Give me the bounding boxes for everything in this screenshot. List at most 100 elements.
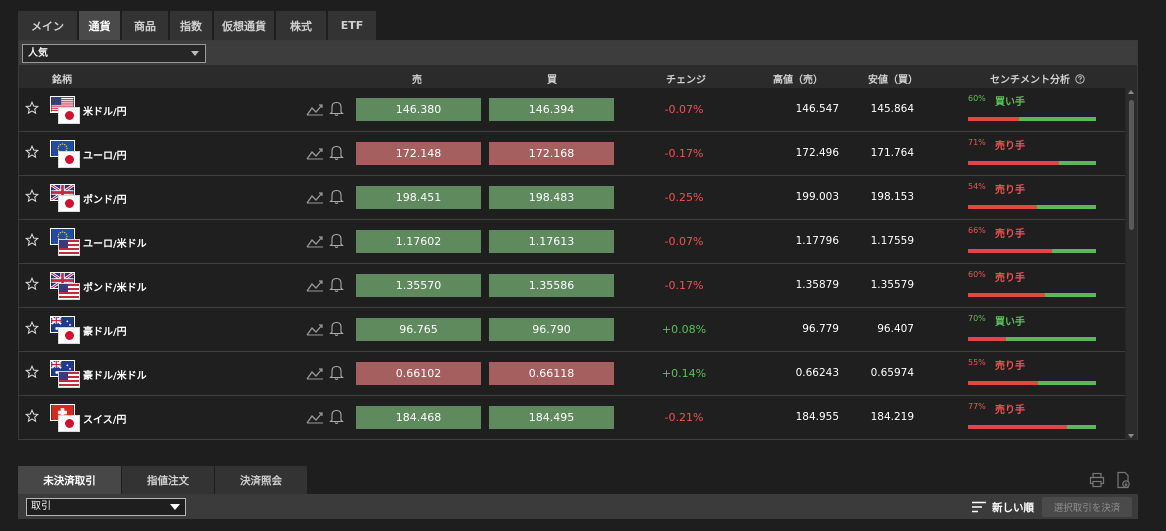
- bell-icon[interactable]: [329, 408, 344, 425]
- scrollbar[interactable]: [1126, 88, 1137, 440]
- chart-icon[interactable]: [306, 278, 324, 292]
- symbol-label[interactable]: 米ドル/円: [83, 107, 127, 118]
- scroll-thumb[interactable]: [1129, 100, 1134, 230]
- symbol-label[interactable]: ポンド/米ドル: [83, 283, 147, 294]
- sentiment-percent: 71%: [968, 138, 986, 147]
- star-icon[interactable]: [24, 408, 40, 423]
- flag-jp-dot: [65, 111, 74, 120]
- sentiment-percent: 66%: [968, 226, 986, 235]
- symbol-label[interactable]: 豪ドル/米ドル: [83, 371, 147, 382]
- question-circle-icon[interactable]: [1075, 74, 1086, 84]
- sort-order-label[interactable]: 新しい順: [992, 502, 1034, 514]
- export-icon[interactable]: [1115, 471, 1131, 489]
- symbol-label[interactable]: ポンド/円: [83, 195, 127, 206]
- buy-price-button[interactable]: 172.168: [489, 142, 614, 165]
- trade-type-select[interactable]: 取引: [26, 498, 186, 516]
- chart-icon[interactable]: [306, 102, 324, 116]
- table-row[interactable]: ポンド/米ドル 1.35570 1.35586 -0.17% 1.35879 1.3557…: [19, 264, 1125, 308]
- high-value: 184.955: [795, 411, 839, 423]
- symbol-label[interactable]: 豪ドル/円: [83, 327, 127, 338]
- change-value: -0.21%: [664, 411, 704, 424]
- table-row[interactable]: ポンド/円 198.451 198.483 -0.25% 199.003 198.153 5…: [19, 176, 1125, 220]
- bell-icon[interactable]: [329, 144, 344, 161]
- buy-price-button[interactable]: 198.483: [489, 186, 614, 209]
- sell-price-button[interactable]: 146.380: [356, 98, 481, 121]
- sell-price-button[interactable]: 172.148: [356, 142, 481, 165]
- change-value: +0.08%: [661, 323, 707, 336]
- table-row[interactable]: ユーロ/米ドル 1.17602 1.17613 -0.07% 1.17796 1.1755…: [19, 220, 1125, 264]
- sell-price-button[interactable]: 184.468: [356, 406, 481, 429]
- position-tab-2[interactable]: 決済照会: [215, 466, 307, 494]
- sentiment-bar-buy: [1037, 205, 1096, 209]
- category-select[interactable]: 人気: [22, 44, 206, 63]
- sell-price-button[interactable]: 96.765: [356, 318, 481, 341]
- sentiment-label: 売り手: [995, 361, 1025, 372]
- scroll-up-icon[interactable]: [1128, 90, 1134, 94]
- sell-price-button[interactable]: 0.66102: [356, 362, 481, 385]
- chart-icon[interactable]: [306, 190, 324, 204]
- symbol-label[interactable]: ユーロ/米ドル: [83, 239, 147, 250]
- star-icon[interactable]: [24, 364, 40, 379]
- bell-icon[interactable]: [329, 276, 344, 293]
- buy-price-button[interactable]: 184.495: [489, 406, 614, 429]
- sentiment-bar-sell: [968, 425, 1067, 429]
- buy-price-button[interactable]: 96.790: [489, 318, 614, 341]
- tab-3[interactable]: 指数: [170, 11, 212, 40]
- sell-price-button[interactable]: 1.17602: [356, 230, 481, 253]
- chart-icon[interactable]: [306, 146, 324, 160]
- chart-icon[interactable]: [306, 366, 324, 380]
- chart-icon[interactable]: [306, 234, 324, 248]
- sentiment-bar-buy: [1044, 293, 1096, 297]
- sentiment-label: 買い手: [995, 317, 1025, 328]
- bell-icon[interactable]: [329, 364, 344, 381]
- symbol-label[interactable]: スイス/円: [83, 415, 127, 426]
- close-selected-button[interactable]: 選択取引を決済: [1042, 497, 1132, 517]
- buy-price-button[interactable]: 1.17613: [489, 230, 614, 253]
- tab-1[interactable]: 通貨: [79, 11, 120, 40]
- col-sell: 売: [412, 75, 422, 86]
- table-row[interactable]: スイス/円 184.468 184.495 -0.21% 184.955 184.219 7…: [19, 396, 1125, 440]
- sell-price-button[interactable]: 198.451: [356, 186, 481, 209]
- chart-icon[interactable]: [306, 322, 324, 336]
- position-tab-0[interactable]: 未決済取引: [18, 466, 121, 494]
- buy-price-button[interactable]: 1.35586: [489, 274, 614, 297]
- bell-icon[interactable]: [329, 320, 344, 337]
- table-row[interactable]: ユーロ/円 172.148 172.168 -0.17% 172.496 171.764 7…: [19, 132, 1125, 176]
- currency-flags: [50, 404, 80, 432]
- bell-icon[interactable]: [329, 100, 344, 117]
- star-icon[interactable]: [24, 232, 40, 247]
- tab-2[interactable]: 商品: [122, 11, 168, 40]
- star-icon[interactable]: [24, 276, 40, 291]
- symbol-label[interactable]: ユーロ/円: [83, 151, 127, 162]
- sentiment-percent: 60%: [968, 270, 986, 279]
- tab-4[interactable]: 仮想通貨: [214, 11, 274, 40]
- buy-price-button[interactable]: 146.394: [489, 98, 614, 121]
- sentiment-bar-sell: [968, 117, 1020, 121]
- positions-toolbar: 取引 新しい順 選択取引を決済: [18, 494, 1138, 519]
- scroll-down-icon[interactable]: [1128, 434, 1134, 438]
- star-icon[interactable]: [24, 188, 40, 203]
- star-icon[interactable]: [24, 144, 40, 159]
- bell-icon[interactable]: [329, 232, 344, 249]
- table-row[interactable]: 米ドル/円 146.380 146.394 -0.07% 146.547 145.864 6…: [19, 88, 1125, 132]
- print-icon[interactable]: [1089, 472, 1105, 488]
- chevron-down-icon: [191, 51, 199, 56]
- flag-us-icon: [58, 239, 80, 256]
- sort-lines-icon[interactable]: [971, 501, 987, 513]
- tab-0[interactable]: メイン: [18, 11, 77, 40]
- flag-jp-icon: [58, 327, 80, 344]
- tab-6[interactable]: ETF: [328, 11, 376, 40]
- position-tab-1[interactable]: 指値注文: [122, 466, 214, 494]
- chart-icon[interactable]: [306, 410, 324, 424]
- table-row[interactable]: 豪ドル/米ドル 0.66102 0.66118 +0.14% 0.66243 0.6597…: [19, 352, 1125, 396]
- bell-icon[interactable]: [329, 188, 344, 205]
- star-icon[interactable]: [24, 100, 40, 115]
- high-value: 172.496: [795, 147, 839, 159]
- tab-5[interactable]: 株式: [276, 11, 326, 40]
- sentiment-bar: [968, 293, 1096, 297]
- star-icon[interactable]: [24, 320, 40, 335]
- buy-price-button[interactable]: 0.66118: [489, 362, 614, 385]
- sell-price-button[interactable]: 1.35570: [356, 274, 481, 297]
- table-row[interactable]: 豪ドル/円 96.765 96.790 +0.08% 96.779 96.407 70% 買い…: [19, 308, 1125, 352]
